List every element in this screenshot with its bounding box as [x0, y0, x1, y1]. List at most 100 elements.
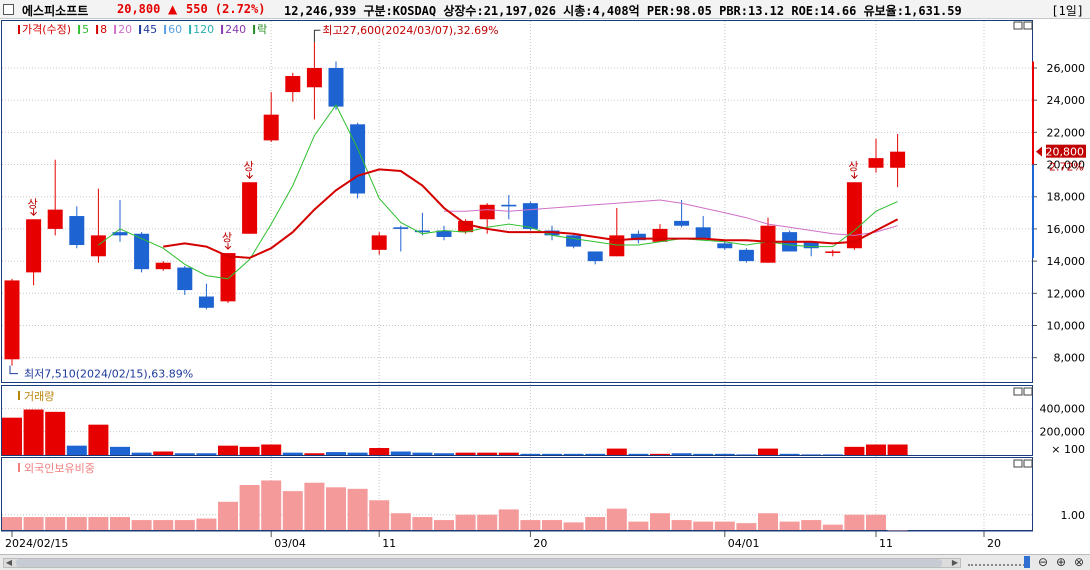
foreign-ratio-bar[interactable] — [390, 513, 411, 530]
foreign-ratio-bar[interactable] — [304, 482, 325, 530]
foreign-ratio-bar[interactable] — [822, 524, 843, 530]
candle-body[interactable] — [4, 280, 20, 360]
volume-bar[interactable] — [218, 445, 238, 455]
candle-body[interactable] — [350, 124, 366, 194]
foreign-ratio-bar[interactable] — [671, 520, 692, 530]
foreign-ratio-bar[interactable] — [412, 517, 433, 530]
scroll-left-icon[interactable]: ◀ — [5, 558, 13, 567]
candle-body[interactable] — [652, 228, 668, 242]
volume-bar[interactable] — [520, 453, 541, 455]
candle-body[interactable] — [825, 251, 841, 253]
volume-bar[interactable] — [477, 452, 498, 455]
candle-body[interactable] — [587, 251, 603, 262]
candle-body[interactable] — [306, 67, 322, 88]
candle-body[interactable] — [414, 230, 430, 233]
volume-bar[interactable] — [347, 452, 368, 455]
volume-bar[interactable] — [45, 411, 66, 455]
volume-bar[interactable] — [110, 446, 130, 455]
price-panel-controls[interactable] — [1013, 21, 1033, 30]
candle-body[interactable] — [220, 253, 236, 302]
foreign-ratio-bar[interactable] — [693, 521, 714, 530]
restore-icon[interactable] — [1013, 459, 1023, 468]
candle-body[interactable] — [868, 158, 884, 168]
volume-panel-controls[interactable] — [1013, 387, 1033, 396]
zoom-out-icon[interactable]: ⊖ — [1037, 555, 1049, 569]
candle-body[interactable] — [890, 151, 906, 168]
candle-body[interactable] — [436, 230, 452, 237]
foreign-ratio-bar[interactable] — [758, 513, 778, 530]
volume-bar[interactable] — [455, 452, 476, 455]
foreign-ratio-bar[interactable] — [23, 517, 44, 530]
volume-bar[interactable] — [844, 446, 865, 455]
foreign-ratio-bar[interactable] — [477, 514, 498, 530]
foreign-ratio-bar[interactable] — [326, 487, 346, 530]
foreign-ratio-bar[interactable] — [736, 523, 757, 530]
volume-bar[interactable] — [714, 453, 735, 455]
candle-body[interactable] — [328, 67, 344, 107]
foreign-ratio-bar[interactable] — [887, 530, 908, 531]
foreign-ratio-bar[interactable] — [779, 521, 800, 530]
volume-bar[interactable] — [887, 444, 908, 456]
scrollbar-thumb[interactable] — [16, 559, 942, 567]
foreign-ratio-bar[interactable] — [88, 517, 109, 530]
candle-body[interactable] — [242, 182, 258, 234]
foreign-ratio-bar[interactable] — [844, 514, 865, 530]
candle-body[interactable] — [26, 219, 42, 273]
volume-bar[interactable] — [693, 453, 714, 455]
scroll-right-icon[interactable]: ▶ — [951, 558, 959, 567]
foreign-ratio-bar[interactable] — [2, 517, 22, 530]
foreign-ratio-bar[interactable] — [542, 520, 562, 530]
volume-bar[interactable] — [650, 453, 670, 455]
foreign-ratio-bar[interactable] — [585, 517, 606, 530]
volume-bar[interactable] — [628, 453, 649, 455]
candle-body[interactable] — [285, 76, 301, 93]
foreign-ratio-bar[interactable] — [66, 517, 87, 530]
volume-bar[interactable] — [866, 444, 886, 456]
volume-bar[interactable] — [369, 448, 390, 455]
volume-bar[interactable] — [131, 452, 152, 455]
candle-body[interactable] — [177, 267, 193, 291]
foreign-ratio-bar[interactable] — [369, 500, 390, 530]
volume-bar[interactable] — [196, 453, 217, 455]
foreign-ratio-bar[interactable] — [239, 485, 260, 530]
chart-area[interactable]: 가격(수정) 5 8 20 45 60 120 240 락 최고27,600(2024/03/0… — [0, 19, 1090, 554]
restore-icon[interactable] — [1013, 387, 1023, 396]
candle-body[interactable] — [479, 204, 495, 220]
candle-body[interactable] — [522, 203, 538, 229]
foreign-ratio-bar[interactable] — [174, 520, 195, 530]
zoom-slider[interactable] — [968, 560, 1028, 566]
candle-body[interactable] — [458, 220, 474, 233]
maximize-icon[interactable] — [1023, 387, 1033, 396]
candle-body[interactable] — [134, 233, 150, 270]
foreign-ratio-bar[interactable] — [347, 488, 368, 530]
volume-bar[interactable] — [822, 454, 843, 455]
foreign-ratio-bar[interactable] — [45, 517, 66, 530]
foreign-ratio-bar[interactable] — [196, 518, 217, 530]
candle-body[interactable] — [393, 227, 409, 229]
foreign-ratio-bar[interactable] — [714, 521, 735, 530]
volume-bar[interactable] — [801, 454, 822, 455]
volume-bar[interactable] — [239, 446, 260, 455]
volume-bar[interactable] — [153, 451, 174, 456]
period-selector[interactable]: [1일] — [1051, 4, 1084, 18]
candle-body[interactable] — [69, 216, 85, 246]
candle-body[interactable] — [674, 220, 690, 226]
volume-bar[interactable] — [390, 451, 411, 456]
candle-body[interactable] — [501, 204, 517, 207]
foreign-ratio-bar[interactable] — [650, 513, 670, 530]
candle-body[interactable] — [695, 227, 711, 239]
candle-body[interactable] — [198, 296, 214, 308]
volume-bar[interactable] — [88, 424, 109, 455]
foreign-ratio-bars[interactable] — [2, 480, 908, 531]
volume-bar[interactable] — [606, 448, 627, 455]
candle-body[interactable] — [717, 243, 733, 249]
volume-bar[interactable] — [779, 453, 800, 455]
foreign-ratio-bar[interactable] — [606, 508, 627, 530]
volume-bar[interactable] — [23, 409, 44, 456]
candle-body[interactable] — [803, 241, 819, 249]
chart-settings-checkbox[interactable] — [3, 4, 14, 15]
candle-body[interactable] — [846, 182, 862, 249]
price-candles[interactable] — [4, 42, 906, 366]
candle-body[interactable] — [155, 262, 171, 270]
foreign-ratio-bar[interactable] — [801, 520, 822, 530]
